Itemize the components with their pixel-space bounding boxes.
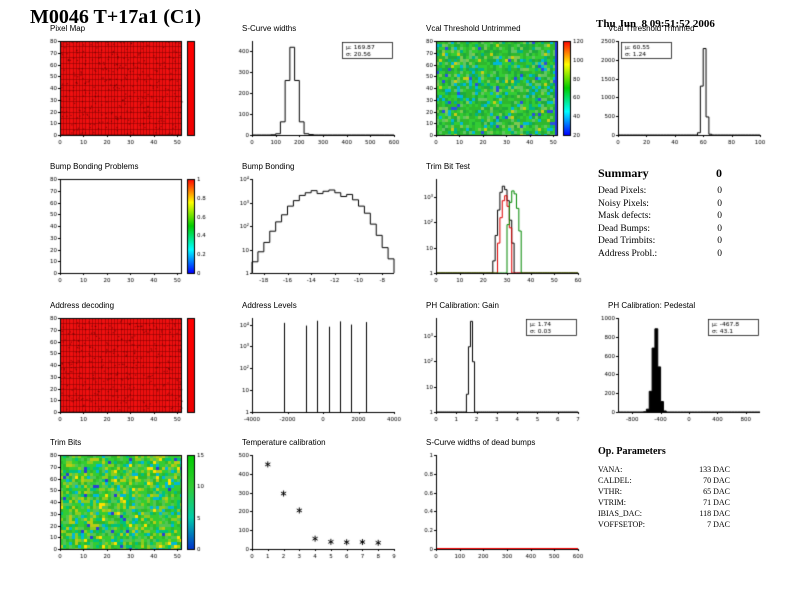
report-timestamp: Thu Jun 8 09:51:52 2006 — [596, 18, 715, 30]
page-title: M0046 T+17a1 (C1) — [30, 6, 202, 28]
param-value: 0 — [717, 236, 722, 246]
summary-title: Summary — [598, 166, 649, 180]
panel-title: PH Calibration: Gain — [426, 301, 499, 310]
summary-block: Summary 0 Dead Pixels: 0 Noisy Pixels: 0 Mas… — [598, 166, 722, 260]
param-value: 0 — [717, 198, 722, 209]
panel-title: S-Curve widths of dead bumps — [426, 438, 536, 447]
address-decoding-chart — [36, 311, 212, 425]
panel-title: Bump Bonding — [242, 162, 295, 171]
panel-trim-bit-test: Trim Bit Test — [412, 162, 590, 286]
param-row: VTHR: 65 DAC — [598, 486, 730, 497]
param-label: IBIAS_DAC: — [598, 509, 643, 518]
panel-title: Pixel Map — [50, 24, 86, 33]
param-value: 0 — [717, 223, 722, 234]
ph-calibration-gain-chart — [412, 311, 588, 425]
panel-vcal-threshold-untrimmed: Vcal Threshold Untrimmed — [412, 24, 590, 148]
param-value: 70 DAC — [703, 476, 730, 485]
panel-title: Vcal Threshold Untrimmed — [426, 24, 521, 33]
summary-total: 0 — [716, 166, 722, 180]
panel-bump-bonding-problems: Bump Bonding Problems — [36, 162, 214, 286]
param-label: Mask defects: — [598, 211, 652, 221]
ph-calibration-pedestal-chart — [594, 311, 770, 425]
trim-bit-test-chart — [412, 172, 588, 286]
s-curve-widths-dead-bumps-chart — [412, 448, 588, 562]
param-label: Address Probl.: — [598, 248, 658, 259]
param-row: IBIAS_DAC: 118 DAC — [598, 508, 730, 519]
param-row: Dead Pixels: 0 — [598, 185, 722, 198]
panel-address-decoding: Address decoding — [36, 301, 214, 425]
panel-title: Bump Bonding Problems — [50, 162, 139, 171]
param-value: 0 — [717, 186, 722, 196]
param-value: 0 — [717, 248, 722, 259]
param-value: 65 DAC — [703, 487, 730, 496]
param-row: Dead Trimbits: 0 — [598, 235, 722, 248]
param-row: CALDEL: 70 DAC — [598, 475, 730, 486]
panel-bump-bonding: Bump Bonding — [228, 162, 406, 286]
param-row: Mask defects: 0 — [598, 210, 722, 223]
panel-title: Temperature calibration — [242, 438, 326, 447]
param-row: VOFFSETOP: 7 DAC — [598, 519, 730, 530]
panel-temperature-calibration: Temperature calibration — [228, 438, 406, 562]
panel-title: Trim Bits — [50, 438, 82, 447]
bump-bonding-problems-chart — [36, 172, 212, 286]
trim-bits-chart — [36, 448, 212, 562]
param-row: Noisy Pixels: 0 — [598, 198, 722, 211]
panel-ph-calibration-gain: PH Calibration: Gain — [412, 301, 590, 425]
param-row: Address Probl.: 0 — [598, 248, 722, 261]
param-row: VTRIM: 71 DAC — [598, 497, 730, 508]
pixel-map-chart — [36, 34, 212, 148]
op-parameters-title: Op. Parameters — [598, 446, 666, 457]
param-label: Noisy Pixels: — [598, 198, 649, 209]
panel-title: Address Levels — [242, 301, 297, 310]
param-value: 7 DAC — [707, 520, 730, 529]
panel-pixel-map: Pixel Map — [36, 24, 214, 148]
temperature-calibration-chart — [228, 448, 404, 562]
panel-s-curve-widths: S-Curve widths — [228, 24, 406, 148]
address-levels-chart — [228, 311, 404, 425]
param-value: 0 — [717, 211, 722, 221]
param-row: Dead Bumps: 0 — [598, 223, 722, 236]
param-label: VTRIM: — [598, 498, 626, 507]
op-parameters-rows: VANA: 133 DAC CALDEL: 70 DAC VTHR: 65 DAC VTRI… — [598, 464, 730, 530]
s-curve-widths-chart — [228, 34, 404, 148]
param-label: CALDEL: — [598, 476, 632, 485]
panel-title: Trim Bit Test — [426, 162, 471, 171]
panel-title: Vcal Threshold Trimmed — [608, 24, 695, 33]
param-label: Dead Pixels: — [598, 186, 647, 196]
param-row: VANA: 133 DAC — [598, 464, 730, 475]
param-value: 118 DAC — [699, 509, 730, 518]
panel-title: S-Curve widths — [242, 24, 297, 33]
param-value: 133 DAC — [699, 465, 730, 474]
panel-title: PH Calibration: Pedestal — [608, 301, 696, 310]
param-label: Dead Trimbits: — [598, 236, 656, 246]
bump-bonding-chart — [228, 172, 404, 286]
summary-rows: Dead Pixels: 0 Noisy Pixels: 0 Mask defects:… — [598, 185, 722, 260]
panel-ph-calibration-pedestal: PH Calibration: Pedestal — [594, 301, 772, 425]
param-value: 71 DAC — [703, 498, 730, 507]
panel-address-levels: Address Levels — [228, 301, 406, 425]
param-label: Dead Bumps: — [598, 223, 650, 234]
param-label: VTHR: — [598, 487, 622, 496]
panel-title: Address decoding — [50, 301, 115, 310]
panel-s-curve-widths-dead-bumps: S-Curve widths of dead bumps — [412, 438, 590, 562]
param-label: VOFFSETOP: — [598, 520, 645, 529]
param-label: VANA: — [598, 465, 623, 474]
panel-trim-bits: Trim Bits — [36, 438, 214, 562]
op-parameters-block: Op. Parameters VANA: 133 DAC CALDEL: 70 DAC… — [598, 446, 730, 530]
vcal-threshold-untrimmed-chart — [412, 34, 588, 148]
vcal-threshold-trimmed-chart — [594, 34, 770, 148]
panel-vcal-threshold-trimmed: Vcal Threshold Trimmed — [594, 24, 772, 148]
